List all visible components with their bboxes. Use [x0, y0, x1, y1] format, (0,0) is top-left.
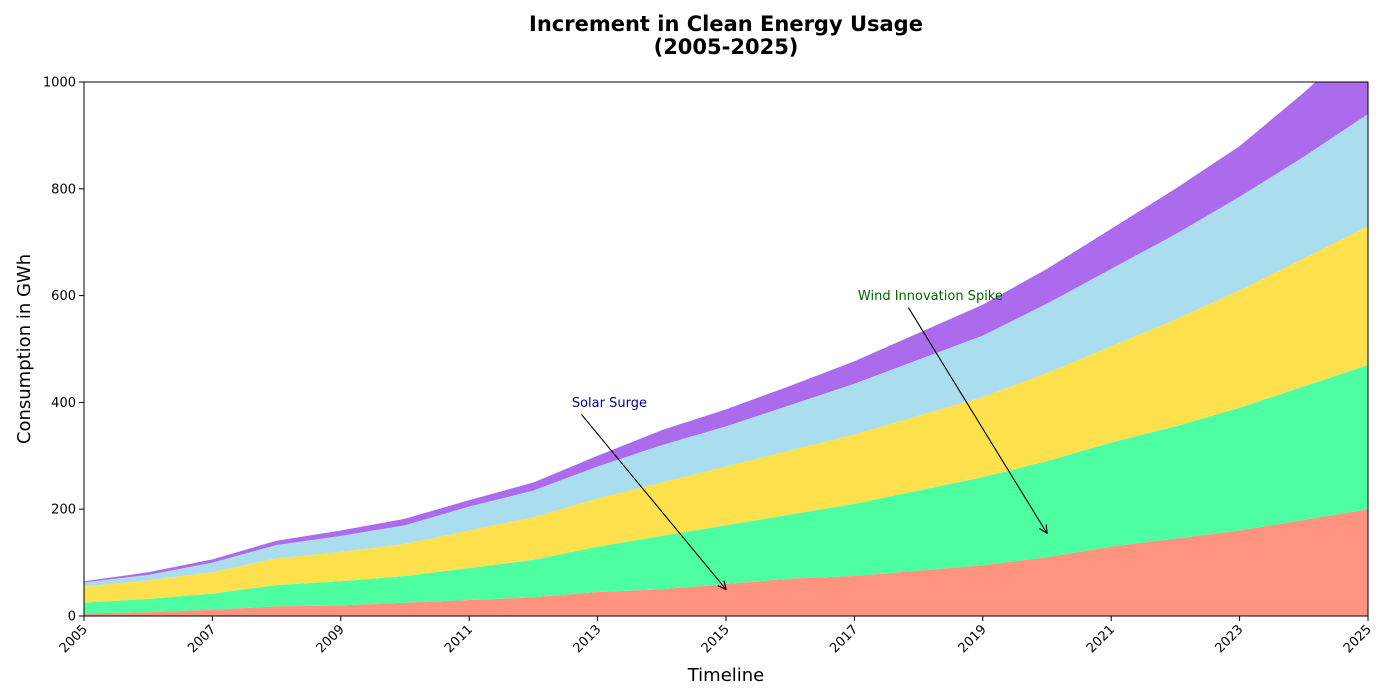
x-axis-label: Timeline — [687, 665, 765, 686]
y-tick-label: 400 — [51, 396, 76, 411]
x-tick-label: 2011 — [442, 622, 476, 656]
y-tick-label: 200 — [51, 503, 76, 518]
x-tick-label: 2017 — [827, 622, 861, 656]
annotation-label: Wind Innovation Spike — [858, 289, 1003, 304]
x-tick-label: 2025 — [1341, 622, 1375, 656]
y-tick-label: 600 — [51, 289, 76, 304]
x-tick-label: 2015 — [699, 622, 733, 656]
y-axis-label: Consumption in GWh — [14, 254, 35, 444]
x-tick-label: 2013 — [570, 622, 604, 656]
x-tick-label: 2007 — [185, 622, 219, 656]
y-tick-label: 0 — [68, 610, 76, 625]
x-tick-label: 2023 — [1212, 622, 1246, 656]
x-tick-label: 2009 — [314, 622, 348, 656]
x-tick-label: 2005 — [57, 622, 91, 656]
x-tick-label: 2021 — [1084, 622, 1118, 656]
x-axis: 2005 2007 2009 2011 2013 2015 2017 2019 2021 2023… — [57, 616, 1375, 656]
y-axis: 0 200 400 600 800 1000 — [43, 76, 84, 625]
annotation-label: Solar Surge — [572, 396, 647, 411]
area-series-group — [84, 34, 1368, 616]
x-tick-label: 2019 — [956, 622, 990, 656]
chart-title-line-1: Increment in Clean Energy Usage — [529, 12, 923, 36]
y-tick-label: 1000 — [43, 76, 76, 91]
y-tick-label: 800 — [51, 182, 76, 197]
chart-title-line-2: (2005-2025) — [654, 35, 799, 59]
